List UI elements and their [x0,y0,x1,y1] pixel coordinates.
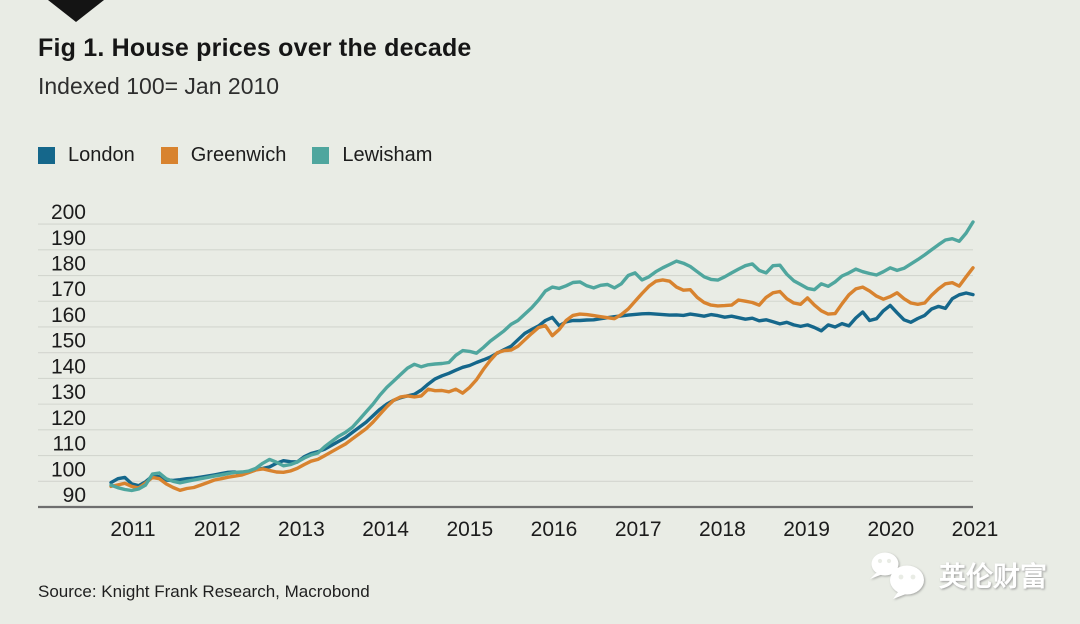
x-tick-label: 2014 [362,518,409,541]
y-tick-label: 140 [51,355,86,378]
legend-label-lewisham: Lewisham [342,144,433,166]
x-tick-label: 2020 [867,518,914,541]
legend-label-greenwich: Greenwich [190,144,287,166]
y-tick-label: 90 [63,484,86,507]
x-tick-label: 2018 [699,518,746,541]
y-tick-label: 180 [51,253,86,276]
source-note: Source: Knight Frank Research, Macrobond [38,582,370,601]
greenwich-swatch-icon [160,147,178,164]
legend-item-greenwich: Greenwich [160,144,287,167]
watermark-text: 英伦财富 [939,561,1047,592]
y-tick-label: 110 [53,433,86,456]
x-tick-label: 2013 [278,518,325,541]
x-tick-label: 2016 [531,518,578,541]
y-tick-label: 150 [51,330,86,353]
london-swatch-icon [38,147,55,164]
legend: London Greenwich Lewisham [38,144,432,167]
series-line-london [109,291,975,488]
y-tick-label: 190 [51,227,86,250]
x-tick-label: 2019 [783,518,830,541]
legend-label-london: London [68,144,135,166]
series-line-lewisham [109,220,975,493]
lewisham-swatch-icon [312,147,330,164]
x-tick-label: 2021 [952,518,999,541]
wechat-icon [870,552,924,599]
watermark: 英伦财富 [868,548,1047,600]
y-tick-label: 120 [51,407,86,430]
x-tick-label: 2017 [615,518,662,541]
y-tick-label: 100 [51,458,86,481]
y-tick-label: 160 [51,304,86,327]
figure-subtitle: Indexed 100= Jan 2010 [38,73,280,99]
x-tick-label: 2011 [110,518,155,541]
legend-item-london: London [38,144,135,167]
x-tick-label: 2012 [194,518,241,541]
figure-title: Fig 1. House prices over the decade [38,34,472,62]
y-tick-label: 130 [51,381,86,404]
corner-triangle-icon [48,0,104,22]
y-tick-label: 200 [51,201,86,224]
legend-item-lewisham: Lewisham [312,144,432,167]
y-tick-label: 170 [51,278,86,301]
x-tick-label: 2015 [446,518,493,541]
